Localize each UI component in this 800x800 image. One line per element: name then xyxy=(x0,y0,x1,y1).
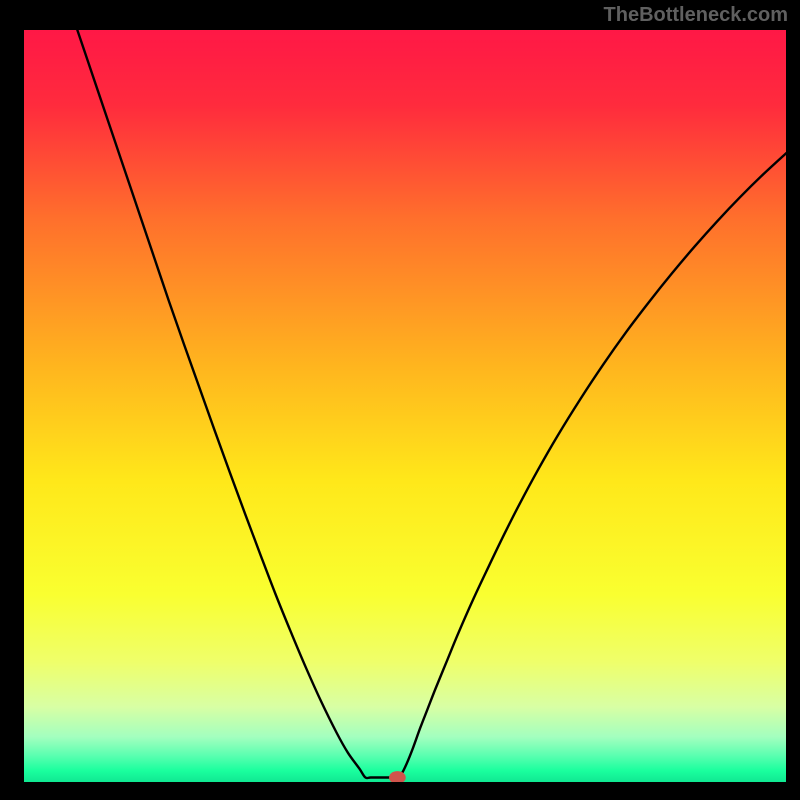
watermark-text: TheBottleneck.com xyxy=(604,4,788,27)
chart-container: TheBottleneck.com xyxy=(0,0,800,800)
bottleneck-plot xyxy=(0,0,800,800)
optimal-point-marker xyxy=(389,771,406,784)
